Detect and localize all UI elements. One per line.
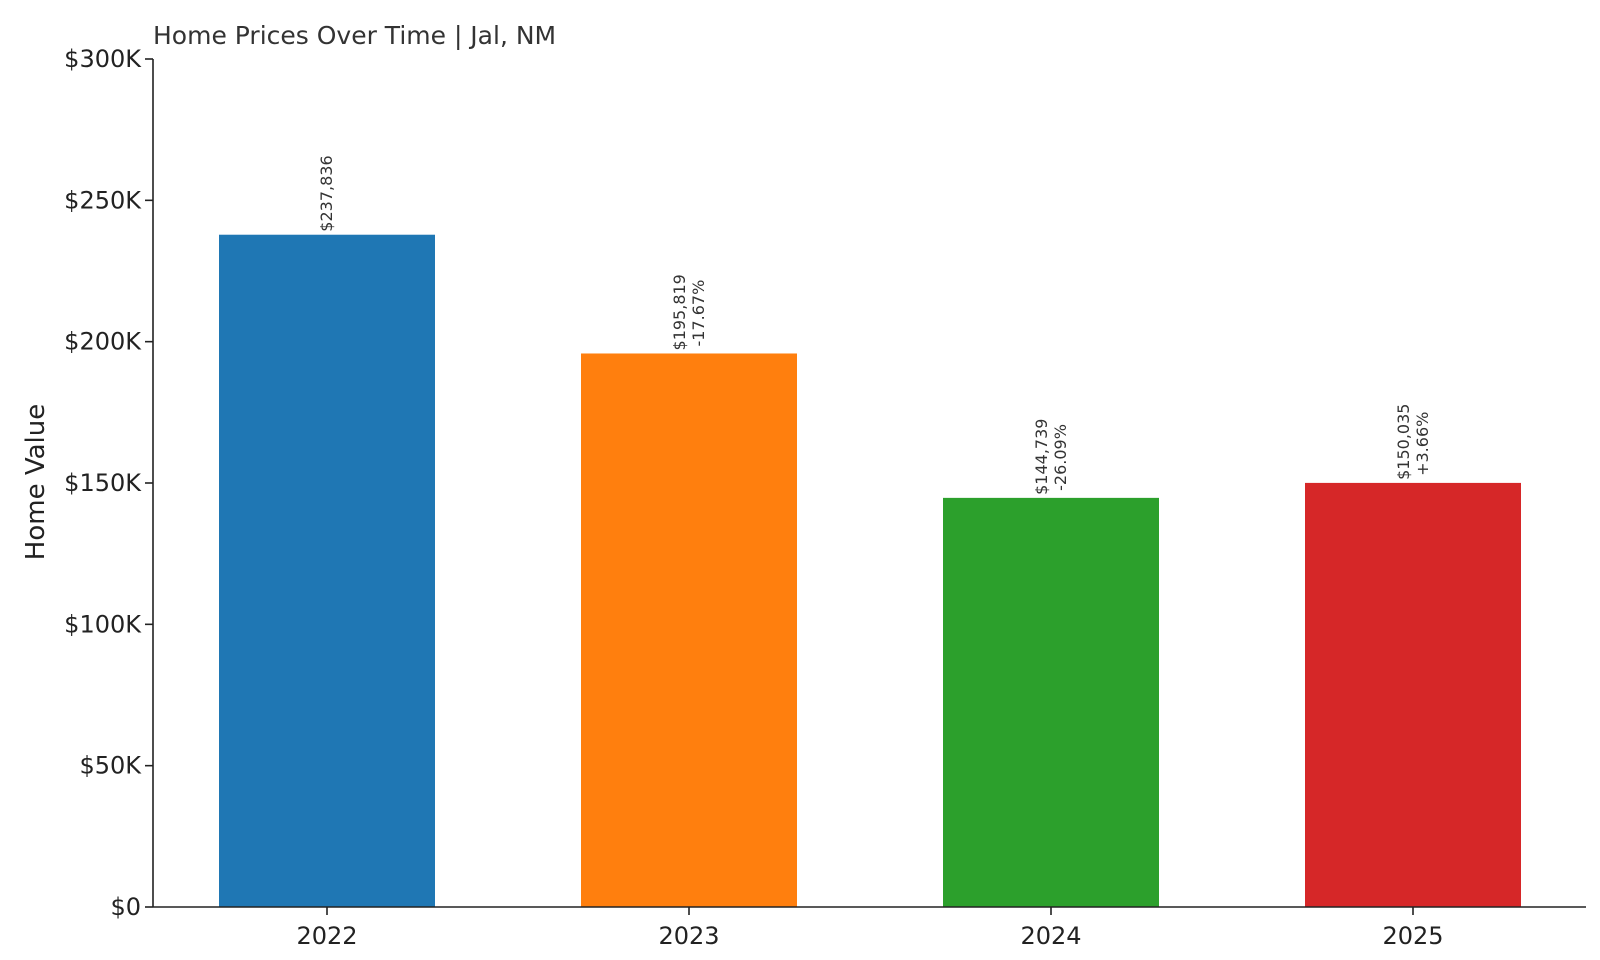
bar-value-label: $195,819 [670, 274, 689, 350]
bar-labels-group: $237,836 $195,819 -17.67% $144,739 -26.09% $1… [317, 155, 1432, 494]
x-tick-label: 2024 [1020, 922, 1081, 950]
bar-2022 [219, 234, 435, 907]
x-tick-label: 2022 [296, 922, 357, 950]
y-tick-label: $100K [64, 610, 142, 638]
y-axis-ticks: $0 $50K $100K $150K $200K $250K $300K [64, 45, 153, 921]
y-tick-label: $0 [110, 893, 141, 921]
y-tick-label: $50K [79, 752, 142, 780]
x-axis-ticks: 2022 2023 2024 2025 [296, 907, 1444, 950]
bar-change-label: -17.67% [689, 280, 708, 347]
bar-2023 [581, 353, 797, 907]
chart-title: Home Prices Over Time | Jal, NM [153, 21, 556, 50]
bar-value-label: $150,035 [1394, 404, 1413, 480]
y-tick-label: $300K [64, 45, 142, 73]
x-tick-label: 2023 [658, 922, 719, 950]
bar-value-label: $237,836 [317, 155, 336, 231]
y-tick-label: $150K [64, 469, 142, 497]
bars-group [219, 234, 1521, 907]
bar-value-label: $144,739 [1032, 419, 1051, 495]
y-axis-label: Home Value [21, 404, 51, 560]
bar-change-label: -26.09% [1051, 424, 1070, 491]
y-tick-label: $250K [64, 186, 142, 214]
bar-2024 [943, 497, 1159, 907]
x-tick-label: 2025 [1382, 922, 1443, 950]
bar-change-label: +3.66% [1413, 412, 1432, 476]
bar-2025 [1305, 482, 1521, 907]
y-tick-label: $200K [64, 328, 142, 356]
